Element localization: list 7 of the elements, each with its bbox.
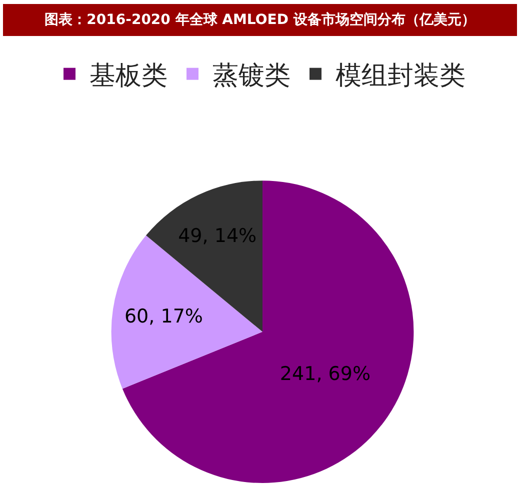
- chart-title: 图表：2016-2020 年全球 AMLOED 设备市场空间分布（亿美元）: [3, 4, 517, 36]
- data-label: 60, 17%: [124, 306, 203, 328]
- legend-label: 蒸镀类: [212, 60, 290, 91]
- pie-slice: [122, 180, 414, 483]
- legend-label: 模组封装类: [336, 60, 466, 91]
- legend-label: 基板类: [90, 60, 168, 91]
- data-label: 241, 69%: [280, 363, 371, 386]
